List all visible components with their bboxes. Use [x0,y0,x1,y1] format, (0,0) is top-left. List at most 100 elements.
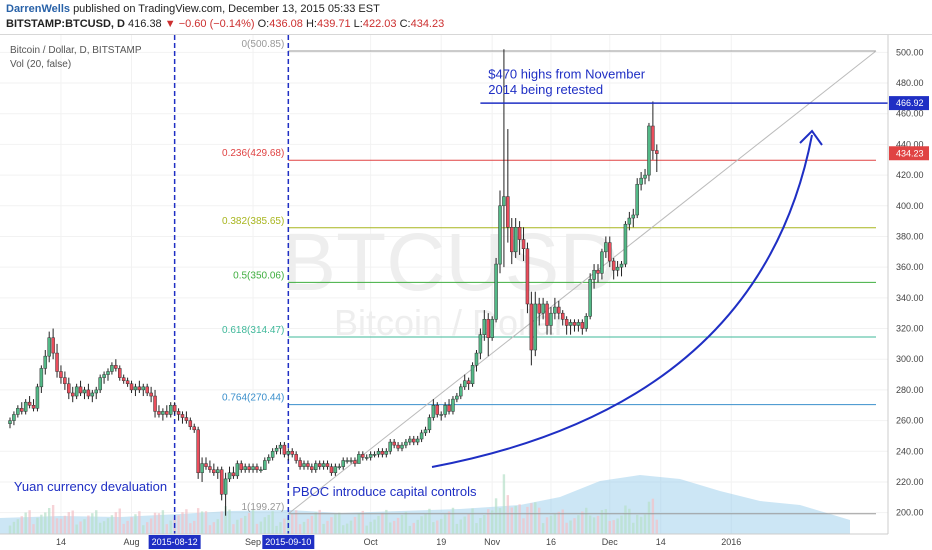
candle-body [439,414,443,416]
candle-body [161,411,165,415]
volume-bar [459,519,462,534]
candle-body [259,469,263,471]
volume-bar [146,522,149,534]
candle [553,297,557,320]
candle [243,463,247,473]
volume-bar [396,517,400,534]
trend-arrow[interactable] [431,134,813,468]
candle-body [223,478,228,495]
candle-body [415,438,420,443]
low-label: L: [353,18,363,30]
date-markers [173,35,290,534]
candle-body [219,469,224,495]
candle [655,144,659,173]
candle [23,399,28,415]
drawings[interactable] [431,102,888,468]
candle [364,454,369,461]
volume-bar [106,518,110,534]
grid [0,35,888,534]
time-axis-bg [0,534,932,550]
volume-bar [651,498,655,534]
price-tick-label: 320.00 [896,324,924,334]
candle-body [513,227,518,253]
author-link[interactable]: DarrenWells [6,3,70,15]
candle-body [588,279,592,317]
candle-body [451,398,455,412]
candle-body [490,319,494,338]
volume-bar [624,505,627,534]
volume-bar [541,523,545,534]
candle [510,218,514,265]
candle-body [110,365,114,372]
volume-bar [428,508,431,534]
candle [74,383,79,400]
fib-trend-line[interactable] [288,50,877,515]
volume-bar [98,522,102,534]
candle-body [67,383,71,394]
volume-bar [134,514,137,534]
candle-body [325,463,330,467]
candle [588,273,592,320]
candle-body [372,454,377,456]
volume-bar [475,523,478,534]
volume-bar [161,510,165,534]
candle [20,402,24,415]
volume-bar [110,515,114,534]
price-tick-label: 260.00 [896,416,924,426]
volume-bar [655,519,658,534]
price-tick-label: 500.00 [896,47,924,57]
candle [70,386,75,403]
candle-body [529,303,534,351]
candle [270,448,275,461]
volume-bar [334,514,337,534]
candle-body [172,405,177,412]
volume-bar [224,506,227,534]
candle [443,402,447,418]
volume-bar [440,518,443,534]
price-chart[interactable]: BTCUSD Bitcoin / Dollar 0(500.85) 0.236(4… [0,35,932,550]
volume-bar [20,516,23,534]
candle-body [23,401,28,412]
candle [604,236,608,258]
volume-bar [377,515,380,534]
candle-body [380,451,385,455]
candle-body [176,411,181,415]
trend-arrow-head-icon [799,129,823,146]
price-axis[interactable]: 200.00 220.00 240.00 260.00 280.00 300.00 320.… [887,35,932,534]
candle-body [435,405,440,415]
candle-body [133,386,138,391]
volume-bar [212,522,216,534]
volume-bar [596,515,600,534]
volume-bar [636,514,639,534]
fib-retracement[interactable]: 0(500.85) 0.236(429.68) 0.382(385.65) 0.5(3… [222,39,877,515]
volume-bar [263,517,266,534]
volume-bar [522,518,525,534]
volume-bar [369,521,372,534]
volume-bar [118,508,121,534]
candle-body [494,263,498,320]
candle-body [459,386,463,397]
watermark-symbol: BTCUSD [281,217,618,308]
candle-body [121,377,126,381]
price-change: −0.60 (−0.14%) [178,18,255,30]
candle [31,399,36,412]
candle [227,466,232,482]
volume-bar [349,520,353,534]
volume-bar [643,514,647,534]
candle-body [541,303,545,314]
candle-body [557,306,561,314]
candle [321,460,326,470]
candle-body [462,380,467,388]
close-value: 434.23 [410,18,445,30]
volume-bar [306,518,310,534]
volume-bar [255,523,259,534]
time-tick-label: Oct [364,537,379,547]
candle [55,343,59,378]
price-axis-bg [888,35,932,534]
candle [643,168,647,185]
volume-bar [381,512,384,534]
time-axis[interactable]: 14 Aug Sep Oct 19 Nov 16 Dec 14 2016 2015-08-12 201… [0,533,932,550]
candle-body [125,380,130,385]
volume-bar [577,515,580,534]
